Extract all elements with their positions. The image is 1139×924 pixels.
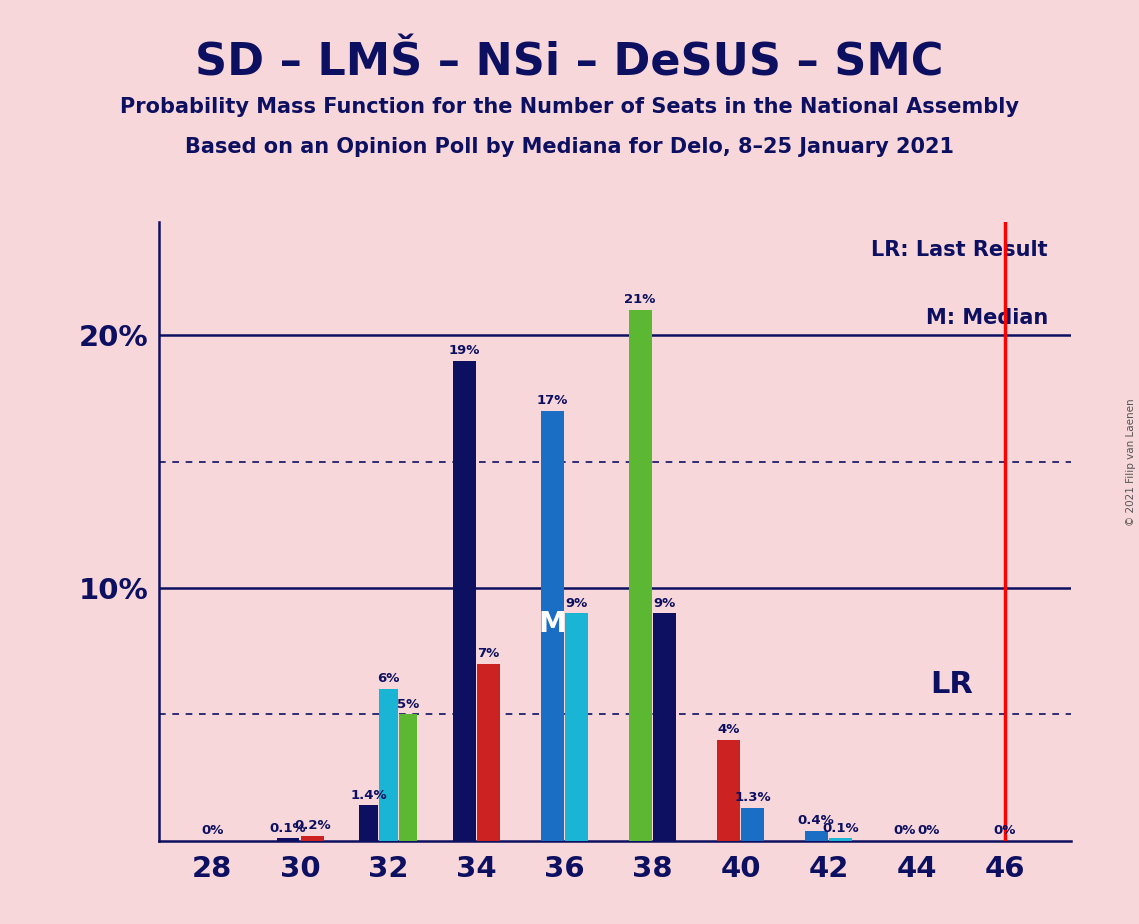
Text: 9%: 9% [566,597,588,610]
Text: 0%: 0% [202,824,223,837]
Text: 21%: 21% [624,294,656,307]
Bar [741,808,764,841]
Text: LR: LR [931,670,973,699]
Bar [565,614,588,841]
Bar [277,838,300,841]
Bar [359,806,378,841]
Bar [541,411,564,841]
Text: 6%: 6% [377,673,400,686]
Text: M: M [539,610,566,638]
Text: 0.1%: 0.1% [270,821,306,834]
Text: 5%: 5% [398,698,419,711]
Text: 0.2%: 0.2% [294,819,331,832]
Text: Probability Mass Function for the Number of Seats in the National Assembly: Probability Mass Function for the Number… [120,97,1019,117]
Bar [452,360,475,841]
Text: 0%: 0% [918,824,940,837]
Text: 17%: 17% [536,395,568,407]
Text: © 2021 Filip van Laenen: © 2021 Filip van Laenen [1126,398,1136,526]
Text: 0.1%: 0.1% [822,821,859,834]
Text: 0%: 0% [993,824,1016,837]
Text: 1.3%: 1.3% [735,791,771,804]
Text: 0%: 0% [893,824,916,837]
Text: 7%: 7% [477,647,500,660]
Bar [654,614,677,841]
Text: M: Median: M: Median [926,309,1048,328]
Text: 19%: 19% [449,344,480,357]
Text: 1.4%: 1.4% [350,789,387,802]
Text: 9%: 9% [654,597,675,610]
Bar [301,836,325,841]
Bar [477,664,500,841]
Bar [805,831,828,841]
Text: 4%: 4% [718,723,739,736]
Bar [716,740,739,841]
Bar [379,689,398,841]
Bar [829,838,852,841]
Text: Based on an Opinion Poll by Mediana for Delo, 8–25 January 2021: Based on an Opinion Poll by Mediana for … [185,137,954,157]
Bar [629,310,652,841]
Text: SD – LMŠ – NSi – DeSUS – SMC: SD – LMŠ – NSi – DeSUS – SMC [195,42,944,85]
Text: 0.4%: 0.4% [797,814,835,827]
Text: LR: Last Result: LR: Last Result [871,240,1048,261]
Bar [399,714,417,841]
